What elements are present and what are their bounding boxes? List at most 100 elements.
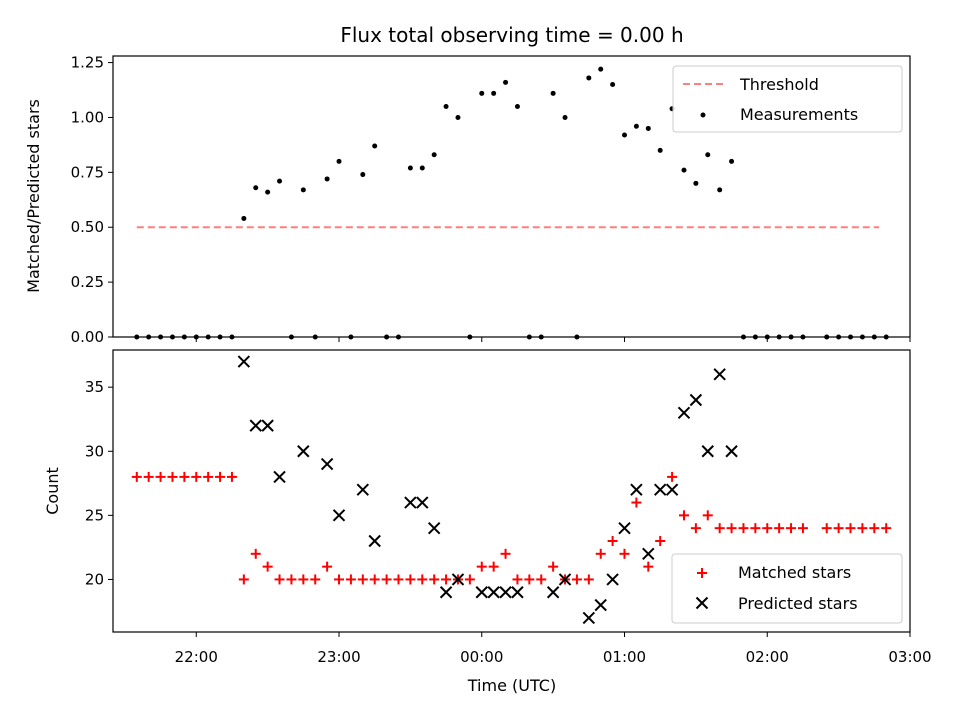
- predicted-star-point: [665, 483, 679, 496]
- top-legend-box: [672, 65, 903, 133]
- matched-star-point: [595, 548, 606, 559]
- matched-star-point: [429, 574, 440, 585]
- legend-matched-swatch: [697, 568, 707, 578]
- matched-star-point: [310, 574, 321, 585]
- measurement-point: [538, 334, 544, 340]
- measurement-point: [395, 334, 401, 340]
- matched-star-point: [643, 561, 654, 572]
- top-legend: Threshold Measurements: [672, 65, 903, 133]
- matched-star-point: [655, 535, 666, 546]
- measurement-point: [740, 334, 746, 340]
- predicted-star-point: [618, 521, 631, 535]
- predicted-star-point: [451, 573, 465, 586]
- matched-star-point: [476, 561, 487, 572]
- bottom-x-axis: 22:00 23:00 00:00 01:00 02:00 03:00: [175, 632, 932, 666]
- matched-star-point: [464, 574, 475, 585]
- matched-star-point: [726, 523, 737, 534]
- bottom-y-tick-label: 35: [85, 378, 104, 396]
- measurement-point: [467, 334, 473, 340]
- predicted-star-point: [499, 586, 512, 599]
- matched-star-point: [583, 574, 594, 585]
- top-y-tick-label: 1.25: [71, 54, 104, 72]
- matched-star-point: [441, 574, 452, 585]
- predicted-star-point: [404, 496, 417, 509]
- legend-predicted-label: Predicted stars: [738, 594, 858, 613]
- predicted-star-point: [725, 445, 738, 458]
- matched-star-point: [690, 523, 701, 534]
- x-tick-label: 02:00: [746, 648, 789, 666]
- legend-measurements-swatch: [700, 112, 706, 118]
- measurement-point: [431, 152, 437, 158]
- measurement-point: [657, 147, 663, 153]
- measurement-point: [526, 334, 532, 340]
- legend-measurements-label: Measurements: [740, 105, 858, 124]
- matched-star-point: [250, 548, 261, 559]
- measurement-point: [217, 334, 223, 340]
- matched-star-point: [738, 523, 749, 534]
- chart-title: Flux total observing time = 0.00 h: [340, 23, 683, 47]
- bottom-plot-area: [131, 355, 892, 625]
- matched-star-point: [143, 471, 154, 482]
- matched-star-point: [536, 574, 547, 585]
- measurement-point: [681, 167, 687, 173]
- measurement-point: [562, 114, 568, 120]
- matched-star-point: [155, 471, 166, 482]
- matched-star-point: [345, 574, 356, 585]
- matched-star-point: [667, 471, 678, 482]
- matched-star-point: [786, 523, 797, 534]
- measurement-point: [455, 114, 461, 120]
- matched-star-point: [417, 574, 428, 585]
- matched-star-point: [298, 574, 309, 585]
- measurement-point: [193, 334, 199, 340]
- bottom-legend: Matched stars Predicted stars: [671, 553, 903, 624]
- measurement-point: [800, 334, 806, 340]
- predicted-star-point: [439, 586, 453, 599]
- measurement-point: [848, 334, 854, 340]
- measurement-point: [158, 334, 164, 340]
- predicted-star-point: [653, 483, 667, 496]
- predicted-star-point: [606, 573, 619, 586]
- measurement-point: [479, 90, 485, 96]
- x-tick-label: 22:00: [175, 648, 218, 666]
- measurement-point: [146, 334, 152, 340]
- matched-star-point: [607, 535, 618, 546]
- matched-star-point: [678, 510, 689, 521]
- measurement-point: [277, 178, 283, 184]
- top-panel-frame: [112, 55, 911, 338]
- matched-star-point: [821, 523, 832, 534]
- measurement-point: [372, 143, 378, 149]
- predicted-star-point: [558, 573, 572, 586]
- matched-star-point: [286, 574, 297, 585]
- measurement-point: [265, 189, 271, 195]
- measurement-point: [574, 334, 580, 340]
- measurement-point: [859, 334, 865, 340]
- matched-star-point: [881, 523, 892, 534]
- matched-star-point: [750, 523, 761, 534]
- measurement-point: [324, 176, 330, 182]
- x-tick-label: 01:00: [603, 648, 646, 666]
- matched-star-point: [512, 574, 523, 585]
- measurement-point: [360, 172, 366, 178]
- matched-star-point: [203, 471, 214, 482]
- measurement-point: [419, 165, 425, 171]
- measurement-point: [883, 334, 889, 340]
- matched-star-point: [167, 471, 178, 482]
- bottom-legend-box: [671, 553, 903, 624]
- legend-threshold-label: Threshold: [739, 75, 819, 94]
- measurement-point: [514, 103, 520, 109]
- measurement-point: [824, 334, 830, 340]
- top-plot-area: [134, 66, 889, 340]
- predicted-star-point: [368, 534, 381, 548]
- matched-star-point: [524, 574, 535, 585]
- measurement-point: [503, 79, 509, 85]
- bottom-y-axis-label: Count: [43, 467, 62, 515]
- measurement-point: [181, 334, 187, 340]
- matched-star-point: [131, 471, 142, 482]
- top-y-tick-label: 1.00: [71, 108, 104, 126]
- matched-star-point: [857, 523, 868, 534]
- measurement-point: [788, 334, 794, 340]
- measurement-point: [645, 125, 651, 131]
- measurement-point: [348, 334, 354, 340]
- matched-star-point: [357, 574, 368, 585]
